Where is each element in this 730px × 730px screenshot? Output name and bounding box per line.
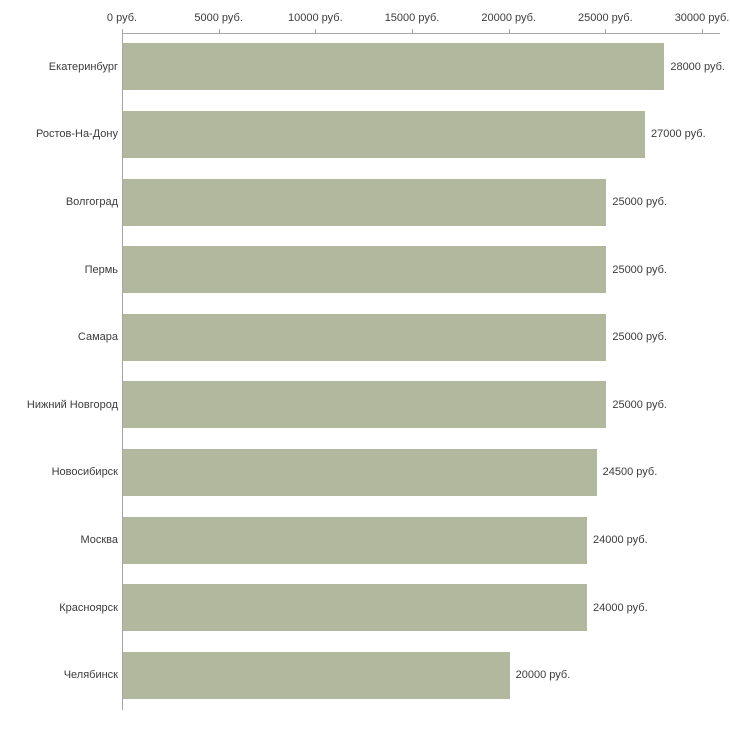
x-axis-line: [122, 33, 720, 34]
bar: [123, 313, 607, 361]
value-label: 24500 руб.: [602, 466, 658, 479]
value-label: 27000 руб.: [651, 128, 706, 141]
value-label: 24000 руб.: [593, 601, 648, 614]
x-tick-mark: [508, 29, 510, 33]
category-label: Москва: [80, 534, 118, 546]
bar: [123, 178, 607, 226]
value-label: 20000 руб.: [515, 669, 571, 682]
value-label: 25000 руб.: [612, 263, 667, 276]
x-tick-label: 30000 руб.: [674, 12, 730, 24]
value-label: 28000 руб.: [670, 60, 725, 73]
x-tick-mark: [315, 29, 317, 33]
x-tick-mark: [702, 29, 703, 33]
value-label: 24000 руб.: [593, 534, 648, 546]
bar: [123, 651, 510, 699]
category-label: Ростов-На-Дону: [35, 128, 118, 141]
bar: [123, 43, 665, 91]
category-label: Новосибирск: [51, 466, 118, 479]
category-label: Самара: [77, 331, 118, 344]
bar: [123, 448, 597, 496]
bar: [123, 246, 607, 294]
x-tick-mark: [412, 29, 413, 33]
x-tick-label: 15000 руб.: [384, 12, 440, 24]
bar: [123, 381, 607, 429]
category-label: Екатеринбург: [48, 60, 118, 73]
category-label: Волгоград: [65, 196, 118, 208]
category-label: Челябинск: [63, 669, 118, 682]
x-tick-mark: [218, 29, 220, 33]
x-tick-label: 5000 руб.: [194, 12, 243, 24]
value-label: 25000 руб.: [612, 331, 667, 344]
category-label: Красноярск: [59, 601, 118, 614]
x-tick-label: 20000 руб.: [481, 12, 536, 24]
bar: [123, 110, 645, 158]
category-label: Пермь: [84, 263, 118, 276]
y-axis-line: [122, 33, 123, 710]
x-tick-label: 10000 руб.: [288, 12, 343, 24]
bar: [123, 516, 587, 564]
category-label: Нижний Новгород: [26, 398, 118, 411]
x-tick-label: 0 руб.: [106, 12, 138, 24]
x-tick-mark: [605, 29, 607, 33]
value-label: 25000 руб.: [612, 196, 667, 208]
x-tick-label: 25000 руб.: [578, 12, 633, 24]
bar: [123, 584, 587, 632]
x-tick-mark: [122, 29, 123, 33]
value-label: 25000 руб.: [612, 398, 667, 411]
